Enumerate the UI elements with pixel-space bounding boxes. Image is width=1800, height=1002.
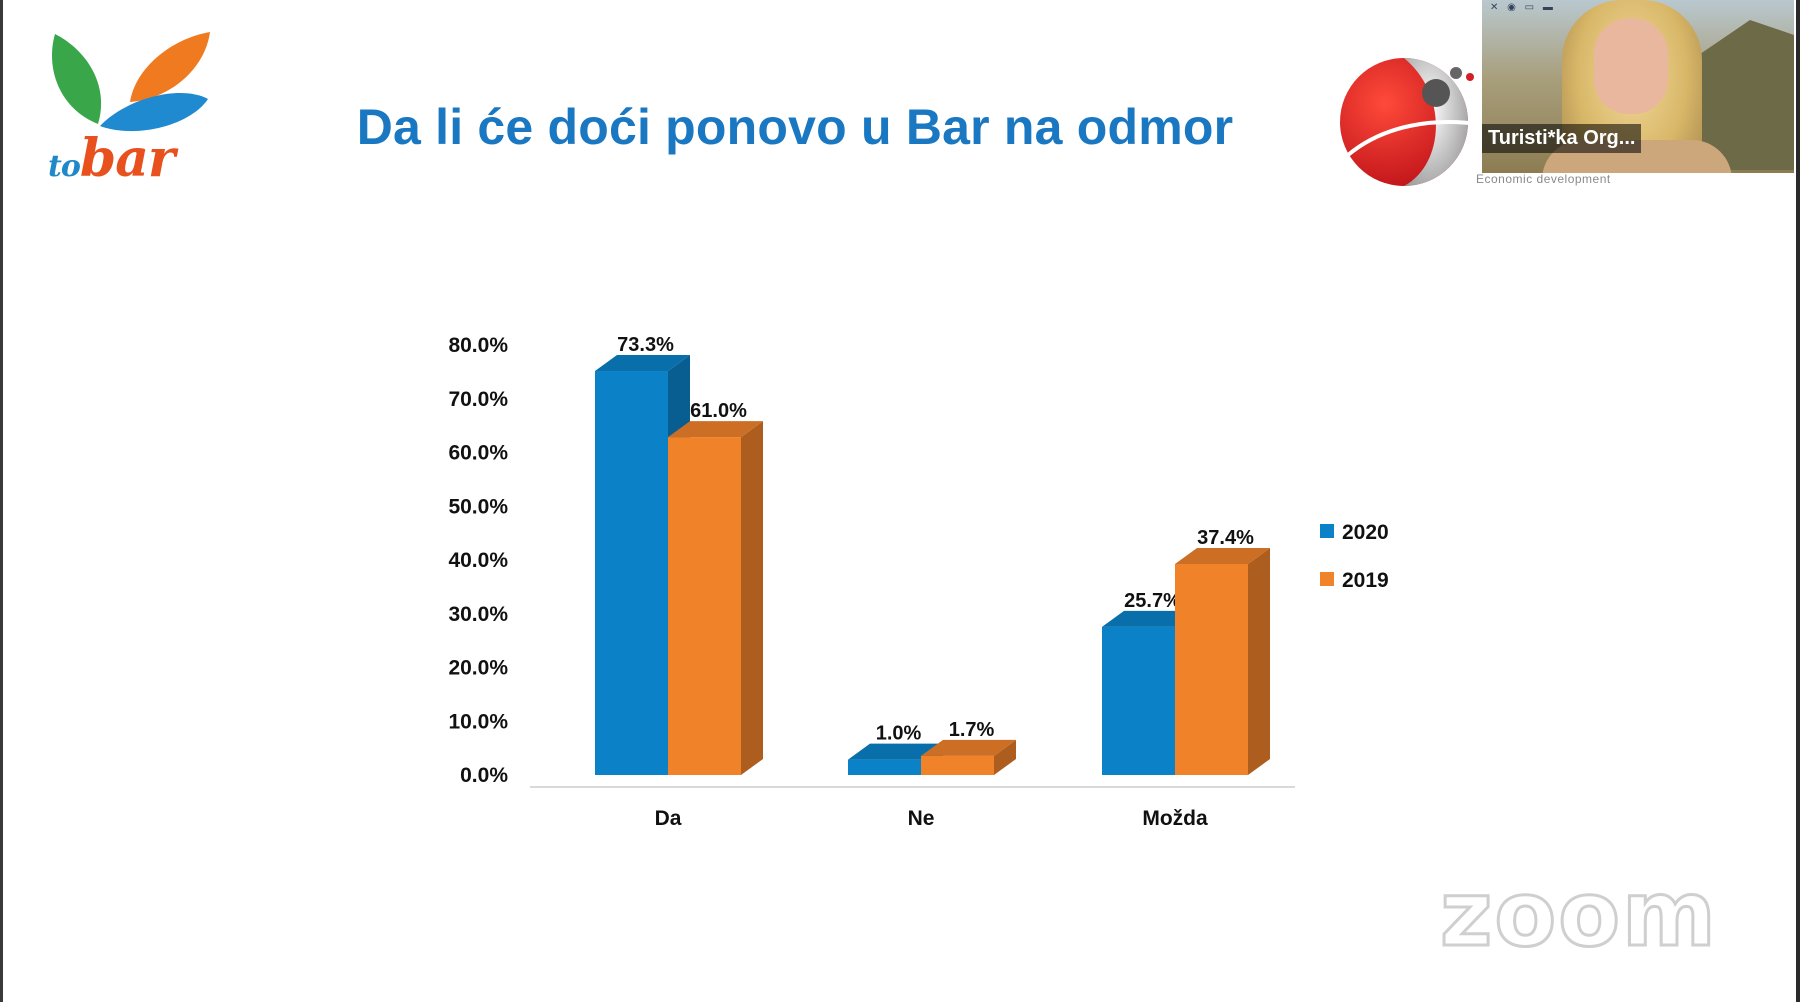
participant-face	[1594, 18, 1668, 114]
bar-2020-da	[595, 371, 668, 775]
data-label: 1.7%	[949, 719, 995, 741]
legend-swatch-2020	[1320, 524, 1334, 538]
tobar-logo	[51, 32, 210, 132]
bar-2019-ne	[921, 755, 994, 775]
tobar-logo-text: tobar	[48, 128, 175, 189]
x-category-label: Možda	[1142, 807, 1208, 830]
right-frame-edge	[1796, 0, 1800, 1002]
data-label: 1.0%	[876, 723, 922, 745]
logo-text-main: bar	[79, 128, 175, 189]
bar-2020-ne	[848, 759, 921, 775]
legend-swatch-2019	[1320, 572, 1334, 586]
bar-top-2020-možda	[1102, 610, 1197, 627]
bar-top-2020-da	[595, 355, 690, 372]
participant-video-tile[interactable]: ✕ ◉ ▭ ▬ Turisti*ka Org...	[1482, 0, 1794, 173]
x-category-label: Ne	[908, 807, 935, 830]
bar-top-2020-ne	[848, 743, 943, 760]
y-tick-label: 70.0%	[448, 388, 508, 411]
bar-chart: 0.0% 10.0% 20.0% 30.0% 40.0% 50.0% 60.0% 70.0% 8…	[448, 334, 1389, 830]
y-tick-label: 40.0%	[448, 549, 508, 572]
bar-side-2019-da	[741, 421, 763, 775]
logo-text-prefix: to	[48, 149, 81, 184]
data-label: 61.0%	[690, 400, 747, 422]
bar-top-2019-možda	[1175, 547, 1270, 564]
legend-label-2020: 2020	[1342, 521, 1389, 544]
brand-sphere-logo	[1340, 58, 1485, 186]
video-status-icons: ✕ ◉ ▭ ▬	[1490, 2, 1556, 13]
x-category-label: Da	[655, 807, 682, 830]
bar-2019-možda	[1175, 563, 1248, 775]
y-tick-label: 50.0%	[448, 495, 508, 518]
slide-title: Da li će doći ponovo u Bar na odmor	[356, 99, 1234, 155]
y-tick-label: 80.0%	[448, 334, 508, 357]
bar-2020-možda	[1102, 626, 1175, 775]
data-label: 73.3%	[617, 334, 674, 356]
y-tick-label: 60.0%	[448, 442, 508, 465]
y-tick-label: 20.0%	[448, 657, 508, 680]
bar-side-2019-možda	[1248, 547, 1270, 775]
bar-top-2019-da	[668, 421, 763, 438]
brand-caption: Economic development	[1476, 172, 1611, 186]
y-tick-label: 30.0%	[448, 603, 508, 626]
participant-name-label: Turisti*ka Org...	[1482, 124, 1642, 153]
left-frame-edge	[0, 0, 3, 1002]
legend-label-2019: 2019	[1342, 569, 1389, 592]
y-tick-label: 10.0%	[448, 710, 508, 733]
bar-2019-da	[668, 437, 741, 775]
data-label: 25.7%	[1124, 590, 1181, 612]
data-label: 37.4%	[1197, 527, 1254, 549]
bar-top-2019-ne	[921, 739, 1016, 756]
zoom-watermark: zoom	[1439, 861, 1718, 969]
bar-side-2019-ne	[994, 739, 1016, 775]
y-tick-label: 0.0%	[460, 764, 508, 787]
